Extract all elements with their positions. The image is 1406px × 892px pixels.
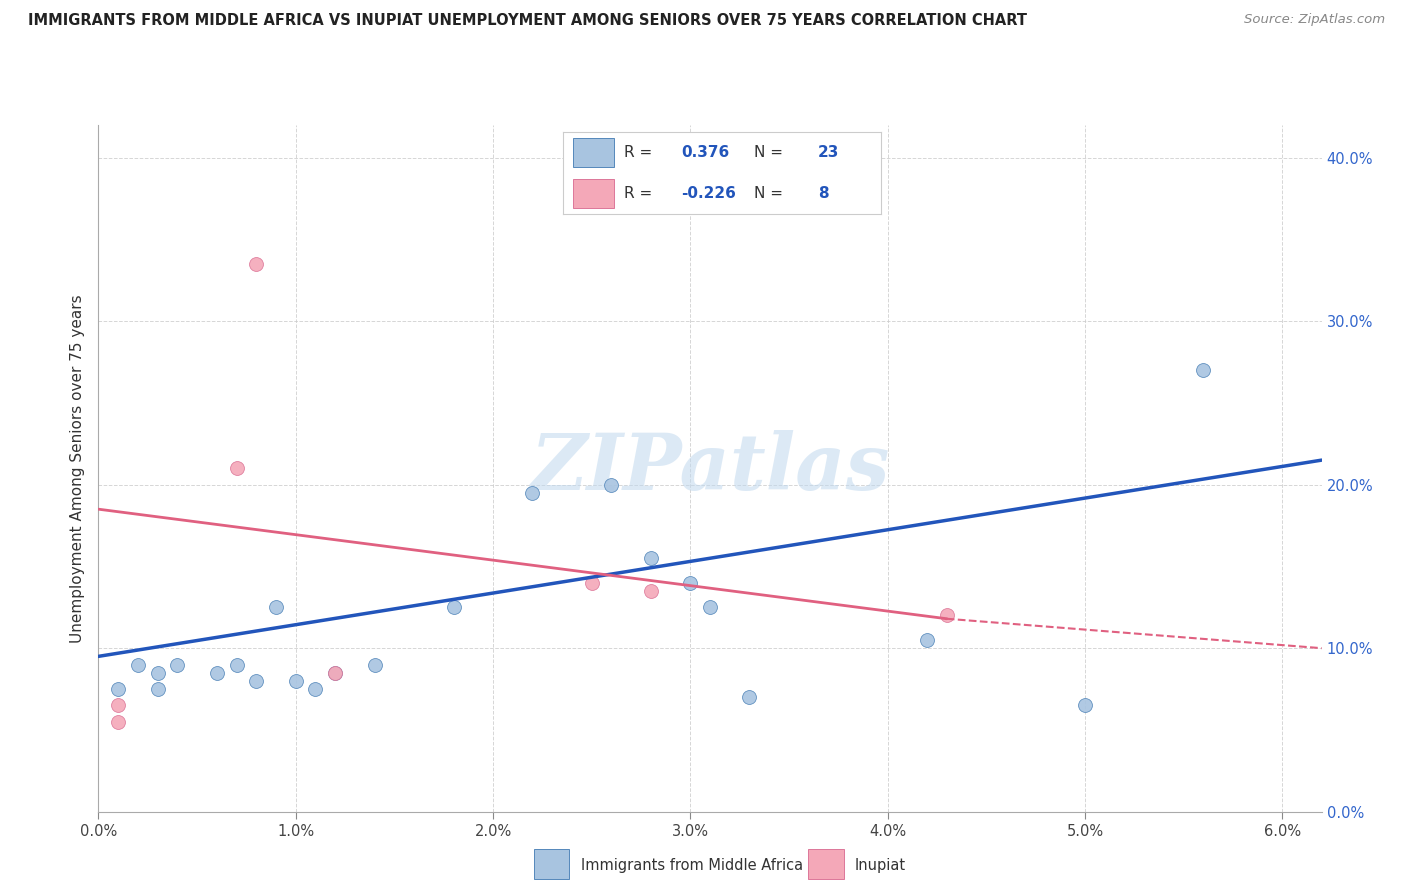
Y-axis label: Unemployment Among Seniors over 75 years: Unemployment Among Seniors over 75 years (70, 294, 86, 642)
Point (935, 608, 957, 623)
Point (915, 633, 938, 648)
Point (107, 698, 129, 713)
Text: ZIPatlas: ZIPatlas (530, 430, 890, 507)
Point (581, 575, 603, 590)
Point (146, 665, 169, 680)
Point (522, 485, 544, 500)
Point (1192, 363, 1215, 377)
Point (738, 690, 761, 705)
Text: N =: N = (754, 145, 783, 161)
Point (323, 665, 346, 680)
Text: 8: 8 (818, 186, 828, 201)
Point (600, 477, 623, 491)
Point (264, 600, 287, 615)
Point (304, 681, 326, 696)
Text: Source: ZipAtlas.com: Source: ZipAtlas.com (1244, 13, 1385, 27)
Text: IMMIGRANTS FROM MIDDLE AFRICA VS INUPIAT UNEMPLOYMENT AMONG SENIORS OVER 75 YEAR: IMMIGRANTS FROM MIDDLE AFRICA VS INUPIAT… (28, 13, 1028, 29)
Point (107, 681, 129, 696)
Point (225, 657, 247, 672)
Point (640, 551, 662, 566)
Text: 23: 23 (818, 145, 839, 161)
Point (323, 665, 346, 680)
Text: Inupiat: Inupiat (855, 858, 905, 872)
Text: 0.376: 0.376 (681, 145, 730, 161)
Point (699, 600, 721, 615)
Point (146, 681, 169, 696)
Point (127, 657, 149, 672)
Point (1074, 698, 1097, 713)
Point (245, 673, 267, 688)
Point (205, 665, 228, 680)
Text: -0.226: -0.226 (681, 186, 735, 201)
Point (443, 600, 465, 615)
Point (166, 657, 188, 672)
Text: Immigrants from Middle Africa: Immigrants from Middle Africa (581, 858, 803, 872)
Point (245, 257, 267, 271)
Bar (572, 178, 614, 208)
Point (225, 461, 247, 475)
Point (107, 714, 129, 729)
Bar (572, 138, 614, 167)
Text: R =: R = (624, 145, 652, 161)
Point (284, 673, 307, 688)
Point (363, 657, 385, 672)
Point (679, 575, 702, 590)
Text: R =: R = (624, 186, 652, 201)
Text: N =: N = (754, 186, 783, 201)
Point (640, 583, 662, 598)
